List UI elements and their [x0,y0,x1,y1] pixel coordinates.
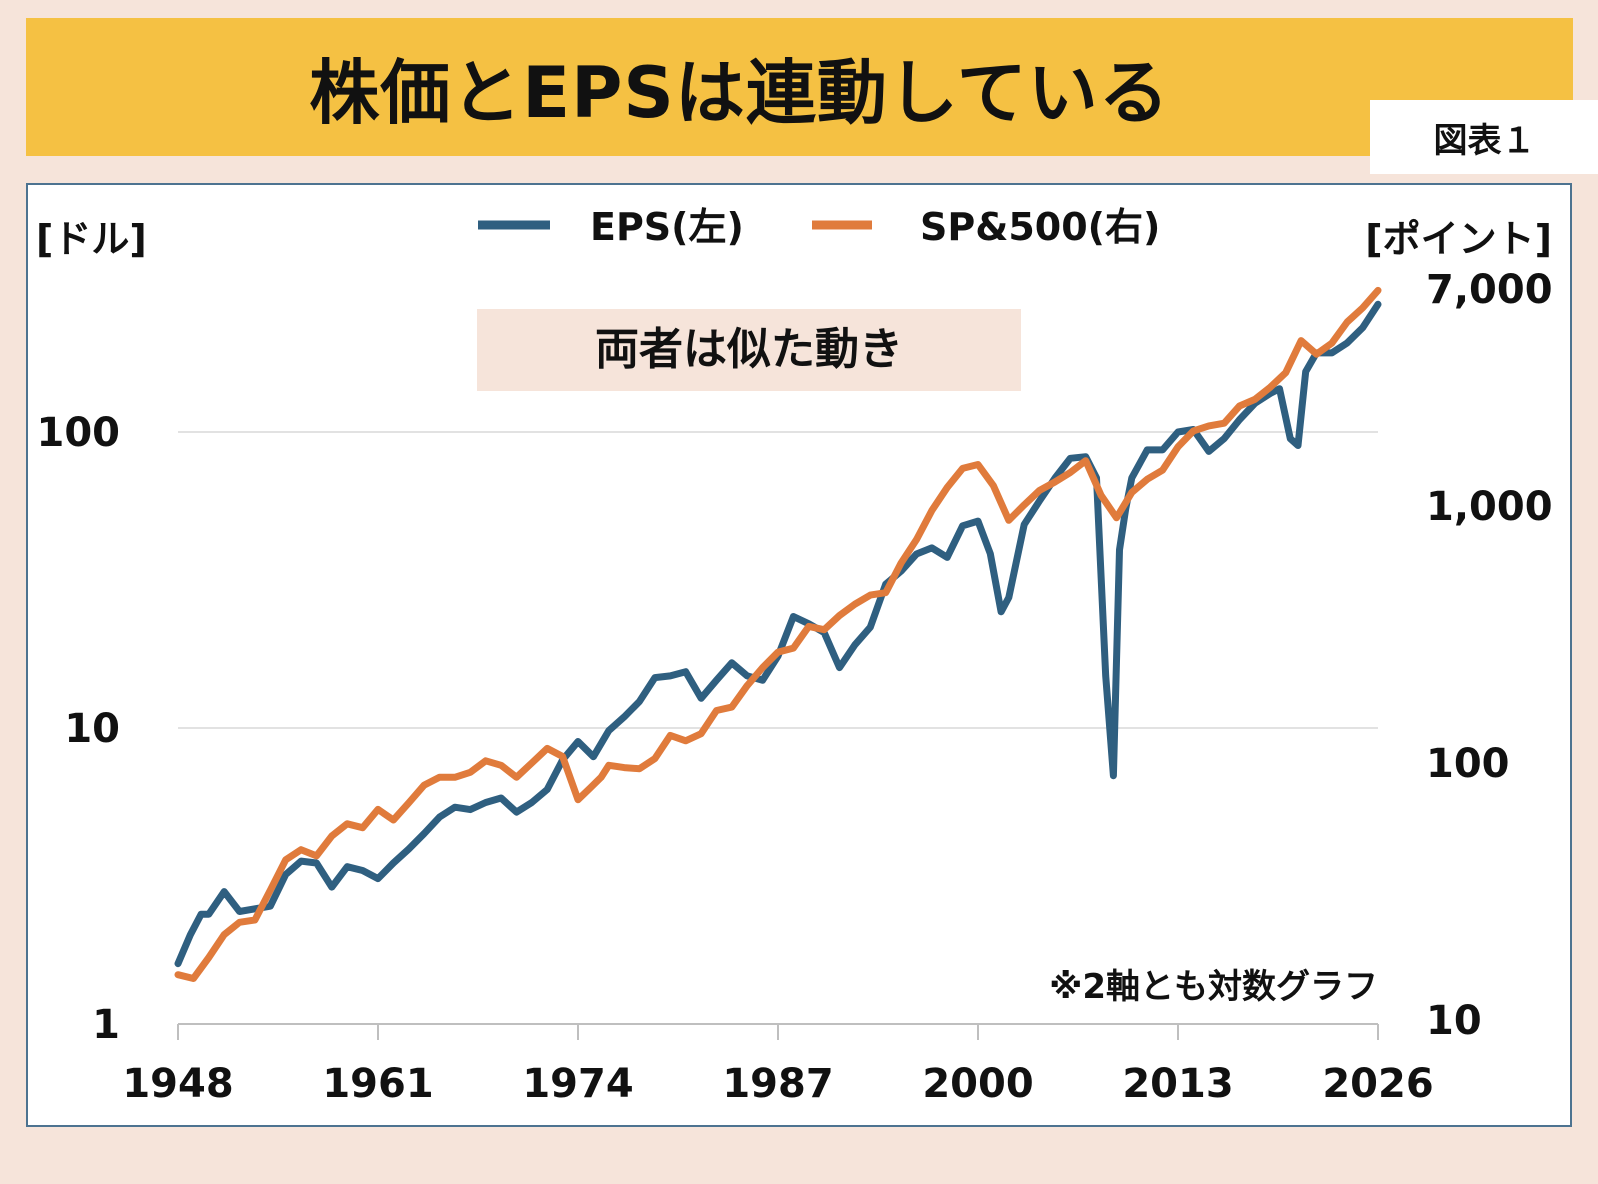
left-tick-label-100: 100 [37,410,121,456]
figure-badge: 図表１ [1370,100,1598,174]
x-tick-label-1948: 1948 [122,1061,233,1107]
right-tick-label-100: 100 [1426,741,1510,787]
eps-series-line [174,300,1382,968]
left-axis-labels: 1 10 100 [37,410,121,1048]
title-banner: 株価とEPSは連動している 図表１ [26,18,1598,174]
x-axis: 1948 1961 1974 1987 2000 2013 2026 [122,1024,1434,1107]
left-axis-unit: [ドル] [36,217,147,261]
right-axis-unit: [ポイント] [1365,217,1552,261]
grid-lines [178,431,1378,1025]
legend: EPS(左) SP&500(右) [478,205,1160,249]
left-tick-label-10: 10 [64,706,120,752]
page-title: 株価とEPSは連動している [309,51,1170,134]
series-lines [174,286,1382,982]
x-tick-label-1961: 1961 [322,1061,433,1107]
x-tick-label-1987: 1987 [722,1061,833,1107]
log-scale-note: ※2軸とも対数グラフ [1049,967,1378,1007]
right-tick-label-10: 10 [1426,998,1482,1044]
legend-label-eps: EPS(左) [590,205,744,249]
x-tick-label-2000: 2000 [922,1061,1033,1107]
x-tick-label-2026: 2026 [1322,1061,1433,1107]
left-tick-label-1: 1 [92,1002,120,1048]
legend-label-sp500: SP&500(右) [920,205,1160,249]
annotation-text: 両者は似た動き [595,324,903,375]
right-tick-label-7,000: 7,000 [1426,267,1553,313]
right-axis-labels: 10 100 1,000 7,000 [1426,267,1553,1044]
annotation-box [477,309,1021,391]
right-tick-label-1,000: 1,000 [1426,484,1553,530]
x-tick-label-2013: 2013 [1122,1061,1233,1107]
sp500-series-line [174,286,1382,982]
x-tick-label-1974: 1974 [522,1061,633,1107]
